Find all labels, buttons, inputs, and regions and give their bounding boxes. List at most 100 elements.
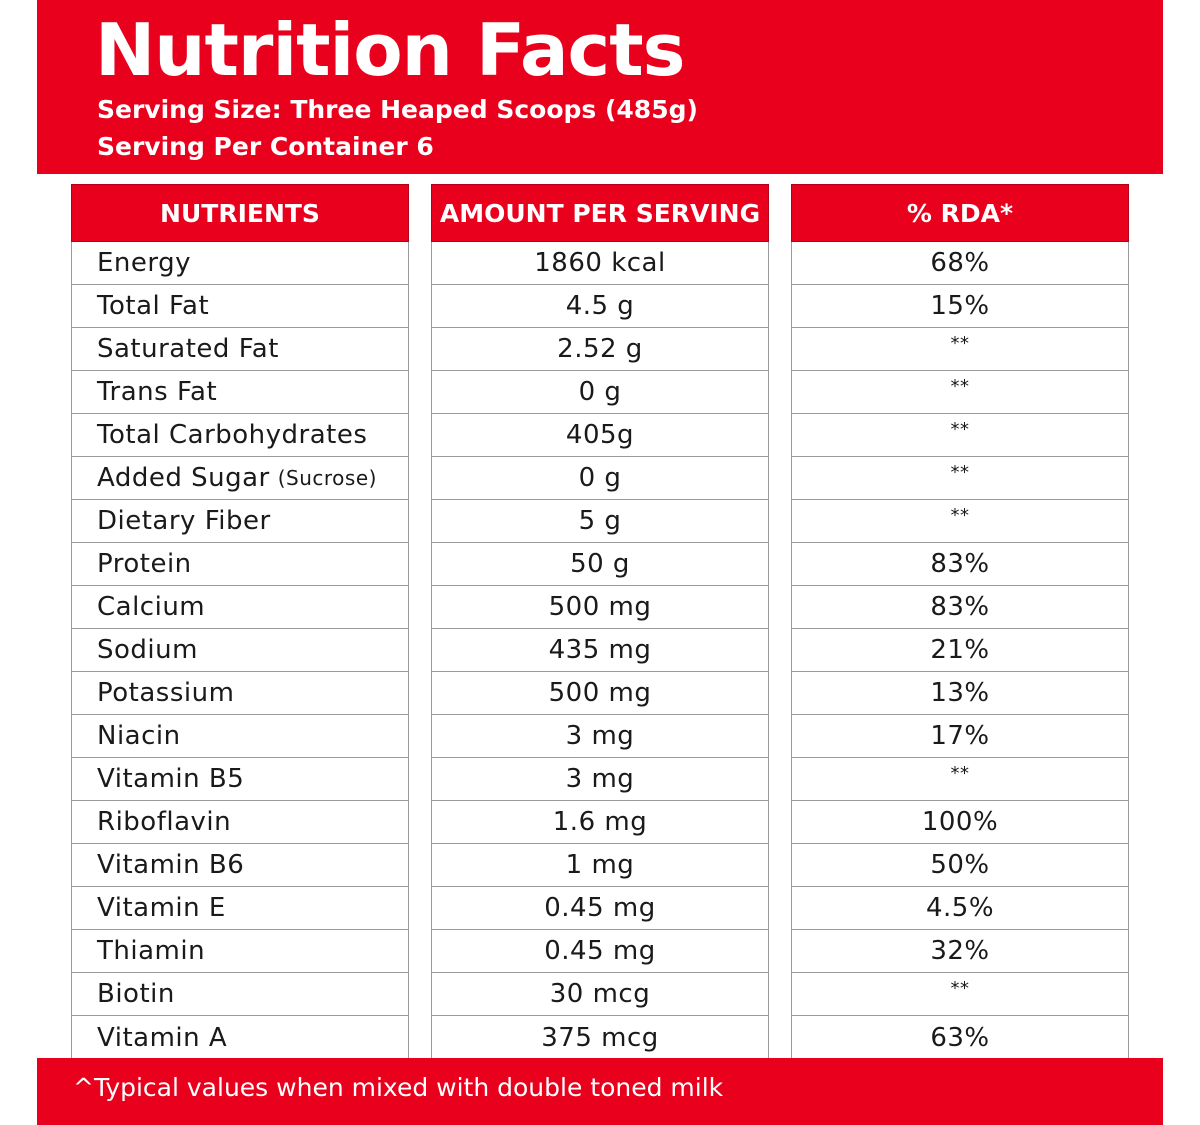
nutrient-cell: Vitamin A [72, 1016, 408, 1059]
rda-cell-text: ** [950, 461, 970, 483]
amount-cell-text: 0 g [578, 377, 622, 407]
amount-cell-text: 5 g [578, 506, 622, 536]
nutrient-cell-text: Vitamin E [97, 893, 226, 923]
nutrient-cell: Added Sugar (Sucrose) [72, 457, 408, 500]
rda-cell: ** [792, 414, 1128, 457]
nutrient-cell-text: Total Fat [97, 291, 210, 321]
nutrient-cell-text: Thiamin [97, 936, 206, 966]
nutrient-cell: Trans Fat [72, 371, 408, 414]
amount-cell: 3 mg [432, 715, 768, 758]
amount-cell: 1.6 mg [432, 801, 768, 844]
rda-cell: 50% [792, 844, 1128, 887]
rda-cell-text: 15% [930, 291, 990, 321]
amount-cell-text: 405g [565, 420, 635, 450]
nutrient-cell-text: Vitamin B6 [97, 850, 245, 880]
rda-cell-text: ** [950, 375, 970, 397]
rda-cell-text: 21% [930, 635, 990, 665]
amount-cell-text: 1.6 mg [552, 807, 648, 837]
footer-banner: ^Typical values when mixed with double t… [37, 1058, 1163, 1125]
nutrient-cell-text: Niacin [97, 721, 181, 751]
amount-cell: 405g [432, 414, 768, 457]
amount-cell: 500 mg [432, 586, 768, 629]
amount-cell-text: 1 mg [565, 850, 635, 880]
rda-cell: 32% [792, 930, 1128, 973]
rda-cell-text: 100% [921, 807, 999, 837]
rda-cell-text: 83% [930, 549, 990, 579]
nutrient-cell: Total Carbohydrates [72, 414, 408, 457]
nutrient-cell: Protein [72, 543, 408, 586]
rda-cell-text: 4.5% [925, 893, 995, 923]
amount-cell-text: 0.45 mg [544, 936, 656, 966]
rda-cell-text: ** [950, 504, 970, 526]
nutrient-cell: Biotin [72, 973, 408, 1016]
rda-cell: 17% [792, 715, 1128, 758]
nutrients-column: NUTRIENTS Energy Total Fat Saturated Fat Tr… [71, 184, 409, 1059]
nutrient-cell: Riboflavin [72, 801, 408, 844]
nutrient-cell: Vitamin B5 [72, 758, 408, 801]
rda-cell-text: 32% [930, 936, 990, 966]
nutrient-note: (Sucrose) [277, 466, 377, 490]
rda-cell: 100% [792, 801, 1128, 844]
amount-cell: 30 mcg [432, 973, 768, 1016]
rda-cell: ** [792, 371, 1128, 414]
rda-cell: 15% [792, 285, 1128, 328]
rda-cell: 13% [792, 672, 1128, 715]
rda-cell: 83% [792, 586, 1128, 629]
rda-cell-text: ** [950, 762, 970, 784]
amount-cell: 1 mg [432, 844, 768, 887]
page-title: Nutrition Facts [95, 8, 686, 92]
nutrient-cell: Calcium [72, 586, 408, 629]
amount-cell-text: 1860 kcal [534, 248, 666, 278]
rda-cell: ** [792, 500, 1128, 543]
rda-cell: ** [792, 457, 1128, 500]
rda-cell: ** [792, 758, 1128, 801]
nutrient-cell-text: Saturated Fat [97, 334, 279, 364]
amount-cell-text: 30 mcg [549, 979, 651, 1009]
rda-cell-text: ** [950, 332, 970, 354]
amount-cell-text: 435 mg [548, 635, 652, 665]
amount-cell-text: 2.52 g [557, 334, 643, 364]
rda-cell: 4.5% [792, 887, 1128, 930]
amount-cell-text: 50 g [570, 549, 630, 579]
header-banner: Nutrition Facts Serving Size: Three Heap… [37, 0, 1163, 174]
nutrient-cell: Energy [72, 242, 408, 285]
rda-cell-text: 13% [930, 678, 990, 708]
amount-cell: 375 mcg [432, 1016, 768, 1059]
nutrients-list: Energy Total Fat Saturated Fat Trans Fat Tot… [71, 242, 409, 1059]
amount-cell: 2.52 g [432, 328, 768, 371]
column-header-nutrients: NUTRIENTS [71, 184, 409, 242]
nutrient-cell-text: Calcium [97, 592, 206, 622]
amount-cell-text: 500 mg [548, 678, 652, 708]
nutrient-cell: Vitamin B6 [72, 844, 408, 887]
nutrient-cell: Niacin [72, 715, 408, 758]
amount-cell-text: 3 mg [565, 721, 635, 751]
amount-cell: 0 g [432, 457, 768, 500]
rda-cell: 83% [792, 543, 1128, 586]
amount-cell: 3 mg [432, 758, 768, 801]
nutrient-cell-text: Vitamin B5 [97, 764, 245, 794]
rda-cell-text: 68% [930, 248, 990, 278]
nutrient-cell: Thiamin [72, 930, 408, 973]
amount-cell: 435 mg [432, 629, 768, 672]
column-header-amount: AMOUNT PER SERVING [431, 184, 769, 242]
nutrient-cell-text: Vitamin A [97, 1022, 228, 1053]
amount-list: 1860 kcal 4.5 g 2.52 g 0 g 405g 0 g 5 g 50 g 500… [431, 242, 769, 1059]
nutrient-cell-text: Total Carbohydrates [97, 420, 368, 450]
rda-column: % RDA* 68% 15% ** ** ** ** ** 83% 83% 21% 13% 17% **… [791, 184, 1129, 1059]
rda-cell-text: ** [950, 977, 970, 999]
amount-cell: 0.45 mg [432, 930, 768, 973]
amount-cell: 5 g [432, 500, 768, 543]
nutrient-cell: Saturated Fat [72, 328, 408, 371]
rda-cell-text: 63% [930, 1022, 990, 1053]
column-header-rda: % RDA* [791, 184, 1129, 242]
rda-cell: 21% [792, 629, 1128, 672]
amount-cell: 0 g [432, 371, 768, 414]
amount-cell: 0.45 mg [432, 887, 768, 930]
serving-size: Serving Size: Three Heaped Scoops (485g) [97, 95, 698, 124]
nutrient-cell-text: Energy [97, 248, 192, 278]
rda-cell-text: 50% [930, 850, 990, 880]
amount-cell-text: 3 mg [565, 764, 635, 794]
amount-cell-text: 0.45 mg [544, 893, 656, 923]
rda-cell-text: 83% [930, 592, 990, 622]
nutrient-cell-text: Trans Fat [97, 377, 218, 407]
